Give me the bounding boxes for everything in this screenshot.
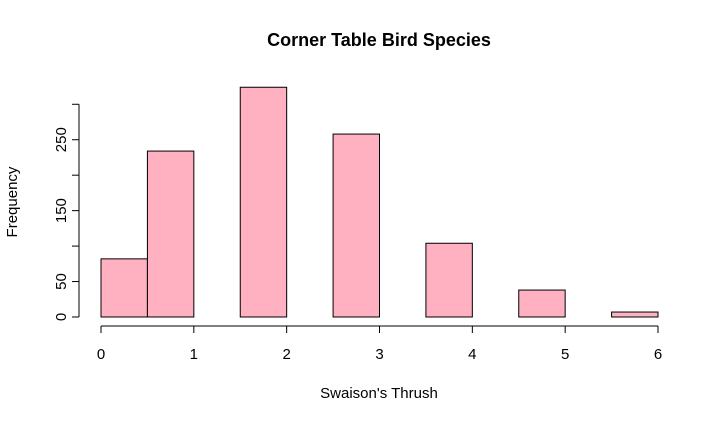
y-tick-label: 50	[53, 273, 70, 290]
x-axis-label: Swaison's Thrush	[320, 385, 438, 402]
bar	[518, 289, 566, 318]
bar	[611, 311, 659, 318]
y-tick-label: 0	[53, 313, 70, 321]
y-tick-label: 250	[53, 127, 70, 152]
bar	[425, 242, 473, 318]
y-tick-label: 150	[53, 198, 70, 223]
bar	[332, 133, 381, 318]
x-tick-label: 6	[654, 346, 662, 363]
bar	[146, 150, 195, 318]
x-tick-label: 3	[375, 346, 383, 363]
x-tick-label: 5	[561, 346, 569, 363]
chart-title: Corner Table Bird Species	[267, 30, 491, 50]
y-axis-label: Frequency	[4, 166, 21, 237]
x-tick-label: 0	[97, 346, 105, 363]
x-tick-label: 2	[282, 346, 290, 363]
x-tick-label: 4	[468, 346, 476, 363]
x-tick-label: 1	[190, 346, 198, 363]
bar	[100, 258, 148, 318]
bar	[239, 86, 288, 318]
